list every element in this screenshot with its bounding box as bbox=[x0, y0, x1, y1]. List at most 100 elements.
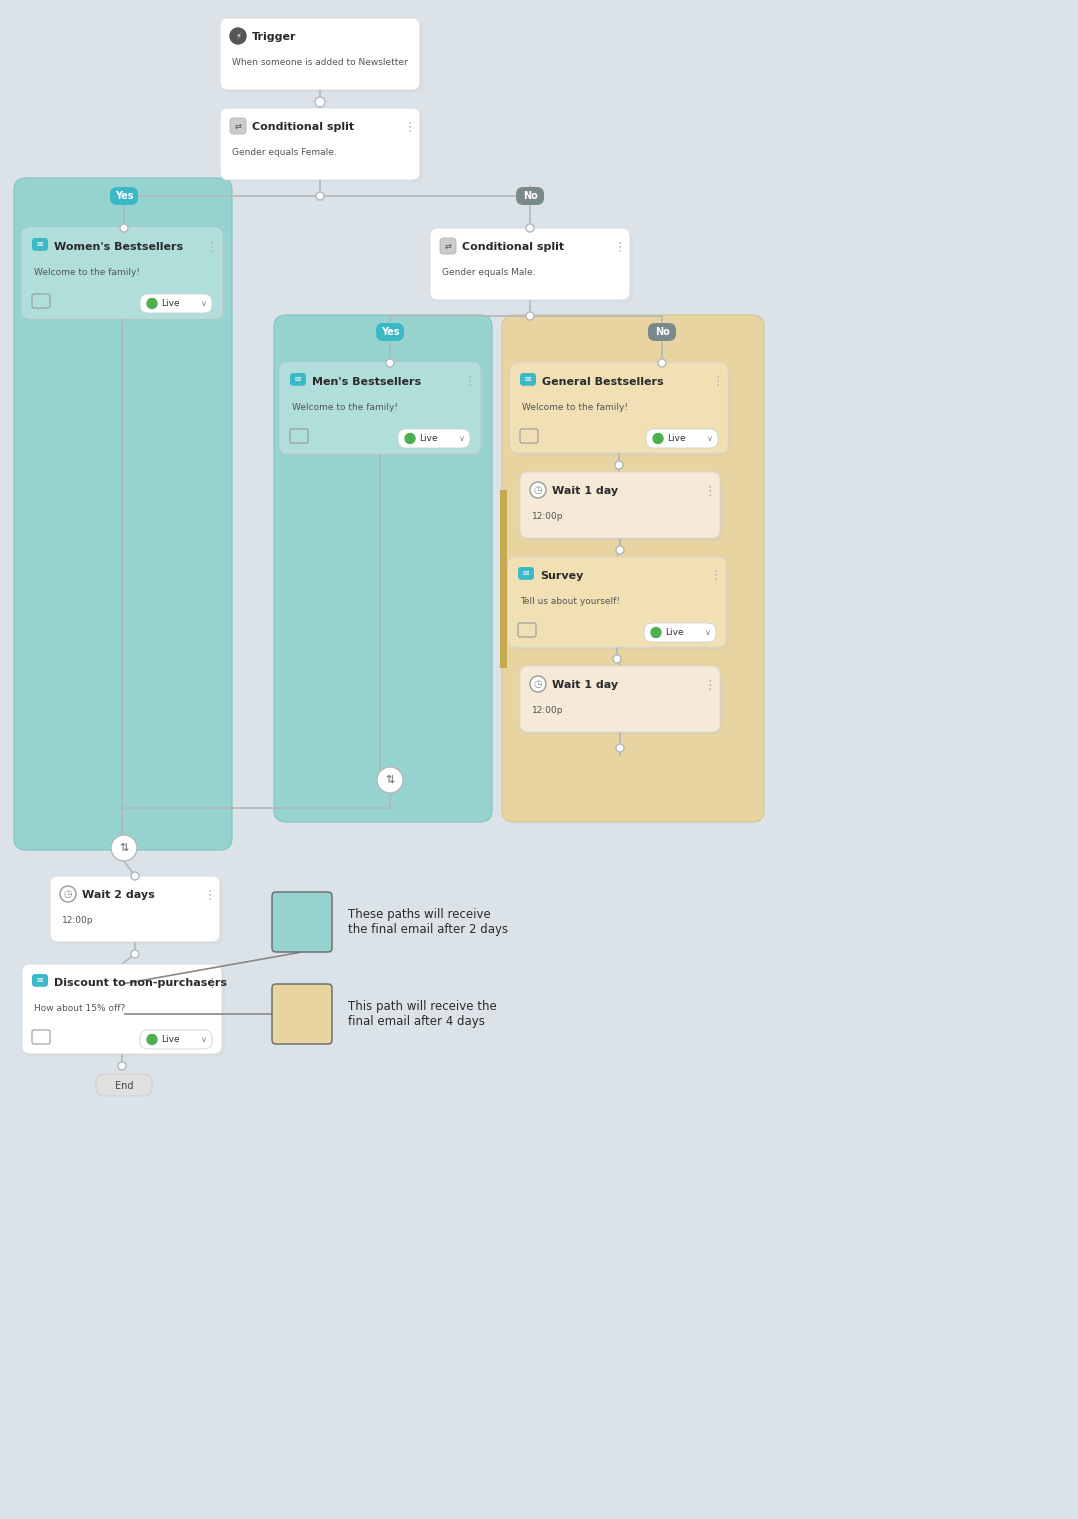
FancyBboxPatch shape bbox=[648, 324, 676, 340]
FancyBboxPatch shape bbox=[25, 968, 225, 1057]
FancyBboxPatch shape bbox=[513, 366, 731, 456]
Text: ⋮: ⋮ bbox=[613, 240, 626, 254]
Text: ⋮: ⋮ bbox=[704, 485, 716, 498]
Text: Live: Live bbox=[667, 434, 686, 444]
FancyBboxPatch shape bbox=[523, 668, 723, 735]
Text: ⋮: ⋮ bbox=[704, 679, 716, 691]
FancyBboxPatch shape bbox=[398, 428, 470, 448]
Text: ⚡: ⚡ bbox=[235, 32, 241, 41]
FancyBboxPatch shape bbox=[502, 314, 764, 822]
FancyBboxPatch shape bbox=[223, 21, 423, 93]
Text: Gender equals Female.: Gender equals Female. bbox=[232, 147, 336, 156]
FancyBboxPatch shape bbox=[508, 557, 725, 647]
Circle shape bbox=[147, 1034, 157, 1045]
Text: Yes: Yes bbox=[114, 191, 134, 201]
FancyBboxPatch shape bbox=[520, 472, 720, 538]
Circle shape bbox=[526, 223, 534, 232]
Circle shape bbox=[230, 27, 246, 44]
FancyBboxPatch shape bbox=[53, 880, 223, 945]
Text: ✉: ✉ bbox=[523, 570, 529, 577]
Text: ✉: ✉ bbox=[525, 375, 531, 384]
Text: End: End bbox=[114, 1082, 134, 1091]
FancyBboxPatch shape bbox=[376, 324, 404, 340]
FancyBboxPatch shape bbox=[516, 187, 544, 205]
Text: Gender equals Male.: Gender equals Male. bbox=[442, 267, 536, 276]
Text: Wait 1 day: Wait 1 day bbox=[552, 681, 618, 690]
Circle shape bbox=[616, 545, 624, 554]
Text: ⋮: ⋮ bbox=[709, 570, 722, 582]
Circle shape bbox=[405, 433, 415, 444]
Text: Welcome to the family!: Welcome to the family! bbox=[522, 403, 628, 412]
Text: 12:00p: 12:00p bbox=[63, 916, 94, 925]
FancyBboxPatch shape bbox=[520, 665, 720, 732]
Circle shape bbox=[377, 767, 403, 793]
Circle shape bbox=[111, 835, 137, 861]
Circle shape bbox=[132, 949, 139, 958]
Circle shape bbox=[651, 627, 661, 638]
Circle shape bbox=[132, 872, 139, 880]
FancyBboxPatch shape bbox=[440, 238, 456, 254]
Circle shape bbox=[616, 460, 623, 469]
FancyBboxPatch shape bbox=[140, 295, 212, 313]
Text: ◷: ◷ bbox=[534, 679, 542, 690]
Text: Yes: Yes bbox=[381, 327, 399, 337]
Text: Wait 2 days: Wait 2 days bbox=[82, 890, 155, 899]
Text: Welcome to the family!: Welcome to the family! bbox=[292, 403, 398, 412]
Circle shape bbox=[530, 482, 545, 498]
Text: ∨: ∨ bbox=[201, 1034, 207, 1044]
Text: Men's Bestsellers: Men's Bestsellers bbox=[312, 377, 421, 387]
Text: ⇄: ⇄ bbox=[235, 122, 241, 131]
FancyBboxPatch shape bbox=[284, 366, 483, 456]
FancyBboxPatch shape bbox=[50, 876, 220, 942]
Circle shape bbox=[118, 1062, 126, 1069]
Text: Tell us about yourself!: Tell us about yourself! bbox=[520, 597, 620, 606]
Circle shape bbox=[316, 191, 324, 201]
Text: ∨: ∨ bbox=[705, 627, 711, 636]
FancyBboxPatch shape bbox=[22, 228, 222, 317]
Text: ∨: ∨ bbox=[707, 434, 713, 444]
Text: This path will receive the
final email after 4 days: This path will receive the final email a… bbox=[348, 1000, 497, 1028]
Circle shape bbox=[658, 358, 666, 368]
Text: No: No bbox=[654, 327, 669, 337]
Text: ∨: ∨ bbox=[201, 299, 207, 308]
FancyBboxPatch shape bbox=[32, 238, 49, 251]
FancyBboxPatch shape bbox=[32, 974, 49, 987]
Text: ✉: ✉ bbox=[37, 975, 43, 984]
FancyBboxPatch shape bbox=[274, 314, 492, 822]
FancyBboxPatch shape bbox=[14, 178, 232, 851]
Text: Survey: Survey bbox=[540, 571, 583, 580]
FancyBboxPatch shape bbox=[220, 18, 420, 90]
Text: ◷: ◷ bbox=[64, 889, 72, 899]
FancyBboxPatch shape bbox=[96, 1074, 152, 1097]
Text: ✉: ✉ bbox=[294, 375, 301, 384]
FancyBboxPatch shape bbox=[272, 892, 332, 952]
Circle shape bbox=[530, 676, 545, 693]
Text: Women's Bestsellers: Women's Bestsellers bbox=[54, 242, 183, 252]
FancyBboxPatch shape bbox=[110, 187, 138, 205]
Circle shape bbox=[147, 299, 157, 308]
FancyBboxPatch shape bbox=[230, 118, 246, 134]
FancyBboxPatch shape bbox=[280, 363, 480, 453]
Text: 12:00p: 12:00p bbox=[533, 706, 564, 715]
Text: 12:00p: 12:00p bbox=[533, 512, 564, 521]
FancyBboxPatch shape bbox=[25, 231, 225, 321]
Text: Conditional split: Conditional split bbox=[252, 122, 355, 132]
Text: These paths will receive
the final email after 2 days: These paths will receive the final email… bbox=[348, 908, 508, 936]
Circle shape bbox=[386, 358, 393, 368]
Circle shape bbox=[526, 311, 534, 321]
Text: ⇅: ⇅ bbox=[120, 843, 128, 854]
Circle shape bbox=[653, 433, 663, 444]
Text: Trigger: Trigger bbox=[252, 32, 296, 43]
Text: ⋮: ⋮ bbox=[711, 375, 724, 389]
Text: Live: Live bbox=[161, 299, 180, 308]
Circle shape bbox=[616, 744, 624, 752]
Circle shape bbox=[120, 223, 128, 232]
FancyBboxPatch shape bbox=[290, 374, 306, 386]
Text: Welcome to the family!: Welcome to the family! bbox=[34, 267, 140, 276]
FancyBboxPatch shape bbox=[519, 567, 534, 580]
Text: ⋮: ⋮ bbox=[206, 240, 218, 254]
Circle shape bbox=[60, 886, 77, 902]
Text: ⋮: ⋮ bbox=[204, 889, 217, 901]
Text: When someone is added to Newsletter: When someone is added to Newsletter bbox=[232, 58, 407, 67]
FancyBboxPatch shape bbox=[433, 231, 633, 302]
